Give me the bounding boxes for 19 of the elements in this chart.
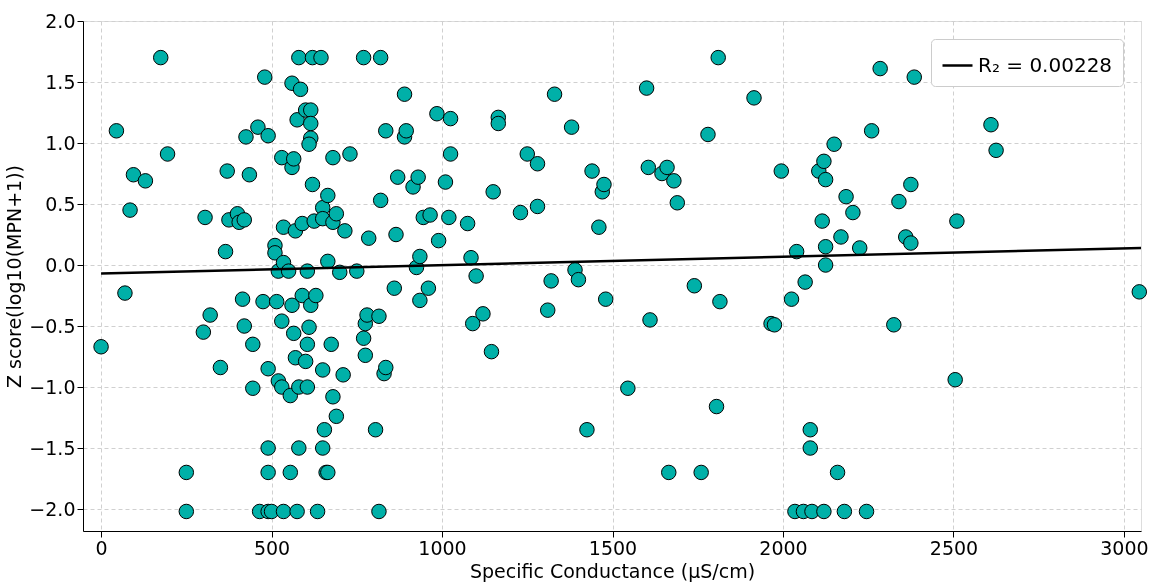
- x-tick-label: 0: [95, 536, 108, 559]
- x-tick-label: 1000: [418, 536, 467, 559]
- y-tick-label: 0.0: [45, 253, 76, 276]
- y-tick-label: 2.0: [45, 9, 76, 32]
- y-axis-title: Z score(log10(MPN+1)): [3, 165, 26, 388]
- y-tick-label: 1.5: [45, 70, 76, 93]
- y-tick-label: 1.0: [45, 131, 76, 154]
- x-tick-label: 1500: [588, 536, 638, 559]
- legend-label: R₂ = 0.00228: [978, 52, 1113, 77]
- x-tick-label: 2000: [759, 536, 808, 559]
- y-tick-label: −0.5: [29, 314, 76, 337]
- x-tick-label: 2500: [929, 536, 979, 559]
- y-tick-label: −2.0: [29, 497, 76, 520]
- y-tick-label: −1.5: [29, 436, 76, 459]
- x-axis-title: Specific Conductance (µS/cm): [469, 559, 756, 582]
- y-tick-label: 0.5: [45, 192, 76, 215]
- x-tick-label: 500: [253, 536, 291, 559]
- x-tick-label: 3000: [1100, 536, 1149, 559]
- y-tick-label: −1.0: [29, 375, 76, 398]
